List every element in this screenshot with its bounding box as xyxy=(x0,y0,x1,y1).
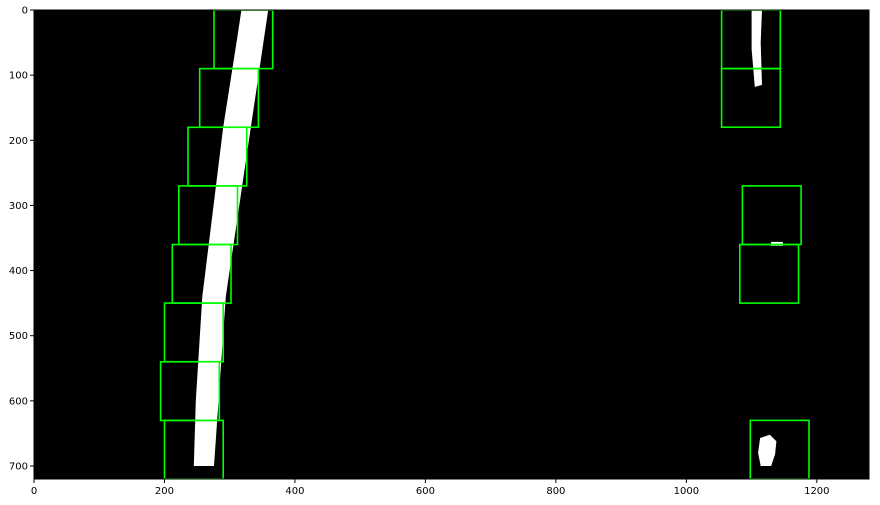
x-tick-label: 0 xyxy=(31,486,37,497)
y-axis: 0 100 200 300 400 500 600 700 xyxy=(9,6,34,472)
x-axis: 0 200 400 600 800 1000 1200 xyxy=(31,479,830,497)
y-tick-label: 0 xyxy=(22,6,28,17)
x-tick-label: 1000 xyxy=(674,486,699,497)
x-tick-label: 1200 xyxy=(804,486,829,497)
right-lane-blob xyxy=(758,434,777,466)
x-tick-label: 400 xyxy=(285,486,304,497)
left-lane-pixels xyxy=(193,10,269,466)
y-tick-label: 600 xyxy=(9,396,28,407)
right-search-window xyxy=(720,67,782,128)
right-search-window xyxy=(738,243,800,304)
search-windows-layer xyxy=(159,10,810,479)
lane-pixels-layer xyxy=(193,10,783,466)
right-lane-blob xyxy=(751,10,762,87)
x-tick-label: 800 xyxy=(546,486,565,497)
y-tick-label: 300 xyxy=(9,201,28,212)
y-tick-label: 100 xyxy=(9,71,28,82)
x-tick-label: 200 xyxy=(155,486,174,497)
plot-frame xyxy=(33,9,870,480)
y-tick-label: 500 xyxy=(9,331,28,342)
x-tick-label: 600 xyxy=(416,486,435,497)
y-tick-label: 700 xyxy=(9,461,28,472)
y-tick-label: 200 xyxy=(9,136,28,147)
y-tick-label: 400 xyxy=(9,266,28,277)
